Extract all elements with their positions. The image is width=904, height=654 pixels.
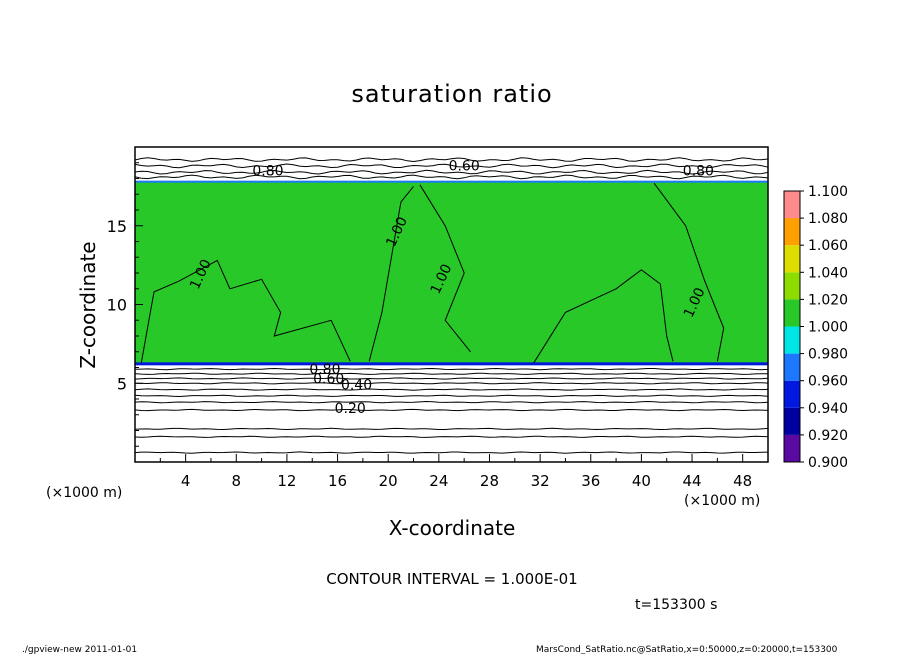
z-unit-label: (×1000 m) — [46, 485, 122, 501]
colorbar-label: 0.920 — [808, 428, 848, 444]
colorbar-label: 0.940 — [808, 401, 848, 417]
y-axis-label: Z-coordinate — [76, 241, 100, 368]
x-tick-label: 12 — [277, 472, 296, 490]
x-tick-label: 32 — [531, 472, 550, 490]
contour-line-upper — [134, 169, 769, 175]
colorbar-swatch — [784, 272, 800, 300]
contour-line-lower — [134, 382, 769, 385]
x-tick-label: 8 — [232, 472, 242, 490]
x-tick-label: 48 — [733, 472, 752, 490]
contour-line-lower — [134, 435, 769, 438]
contour-line-lower — [134, 400, 769, 404]
colorbar-swatch — [784, 326, 800, 354]
y-axis-ticks: 5 10 15 — [107, 146, 143, 463]
contour-line-upper — [134, 163, 769, 169]
contour-line-lower — [134, 367, 769, 371]
x-tick-label: 16 — [328, 472, 347, 490]
y-tick-label: 10 — [107, 296, 127, 315]
x-tick-label: 44 — [682, 472, 701, 490]
x-tick-label: 28 — [480, 472, 499, 490]
contour-line-lower — [134, 372, 769, 375]
contour-label: 0.60 — [449, 159, 480, 175]
colorbar-swatch — [784, 380, 800, 408]
colorbar: 0.900 0.920 0.940 0.960 0.980 1.000 1.020 1.040… — [783, 184, 848, 471]
colorbar-label: 1.020 — [808, 292, 848, 308]
colorbar-swatch — [784, 191, 800, 219]
contour-line-1.00 — [368, 186, 414, 362]
contour-line-lower — [134, 451, 769, 454]
time-label: t=153300 s — [635, 597, 717, 613]
x-axis-label: X-coordinate — [389, 516, 516, 540]
colorbar-label: 0.980 — [808, 347, 848, 363]
contour-label: 0.60 — [313, 371, 344, 387]
colorbar-label: 1.040 — [808, 265, 848, 281]
plot-area: 0.600.80 0.801.001.001.001.000.800.600.40… — [107, 146, 769, 490]
colorbar-swatch — [784, 299, 800, 327]
colorbar-label: 1.100 — [808, 184, 848, 200]
y-tick-label: 15 — [107, 217, 127, 236]
contour-label: 0.80 — [683, 163, 714, 179]
contour-lines — [134, 157, 769, 454]
colorbar-swatch — [784, 407, 800, 435]
colorbar-swatch — [784, 245, 800, 273]
colorbar-swatch — [784, 434, 800, 462]
x-tick-label: 40 — [632, 472, 651, 490]
saturated-bottom-edge — [135, 362, 768, 366]
colorbar-label: 0.900 — [808, 455, 848, 471]
contour-line-1.00 — [140, 259, 351, 363]
colorbar-swatch — [784, 353, 800, 381]
program-label: ./gpview-new 2011-01-01 — [22, 645, 137, 654]
contour-line-lower — [134, 377, 769, 380]
contour-line-lower — [134, 427, 769, 431]
x-unit-label: (×1000 m) — [684, 493, 760, 509]
source-label: MarsCond_SatRatio.nc@SatRatio,x=0:50000,… — [536, 645, 838, 654]
x-tick-label: 24 — [429, 472, 448, 490]
contour-line-upper — [134, 174, 769, 180]
colorbar-swatch — [784, 218, 800, 246]
x-tick-label: 20 — [379, 472, 398, 490]
y-tick-label: 5 — [117, 374, 127, 393]
saturated-region — [135, 181, 768, 365]
contour-label: 0.80 — [252, 163, 283, 179]
x-tick-label: 4 — [181, 472, 191, 490]
colorbar-label: 1.000 — [808, 320, 848, 336]
contour-line-lower — [134, 388, 769, 391]
contour-line-1.00 — [419, 184, 471, 353]
contour-line-1.00 — [653, 182, 725, 362]
contour-label: 0.40 — [341, 378, 372, 394]
x-tick-label: 36 — [581, 472, 600, 490]
contour-interval: CONTOUR INTERVAL = 1.000E-01 — [326, 570, 577, 588]
contour-line-lower — [134, 394, 769, 398]
saturated-top-edge — [135, 180, 768, 183]
contour-label: 0.20 — [335, 401, 366, 417]
colorbar-label: 1.080 — [808, 211, 848, 227]
contour-line-upper — [134, 157, 769, 163]
x-axis-ticks: 4 8 12 16 20 24 28 32 36 40 44 48 — [134, 454, 769, 490]
chart-title: saturation ratio — [351, 80, 552, 108]
contour-label: 0.80 — [309, 362, 340, 378]
colorbar-label: 0.960 — [808, 374, 848, 390]
contour-line-1.00 — [533, 269, 674, 364]
saturation-field — [135, 180, 768, 366]
colorbar-label: 1.060 — [808, 238, 848, 254]
contour-line-lower — [134, 408, 769, 412]
